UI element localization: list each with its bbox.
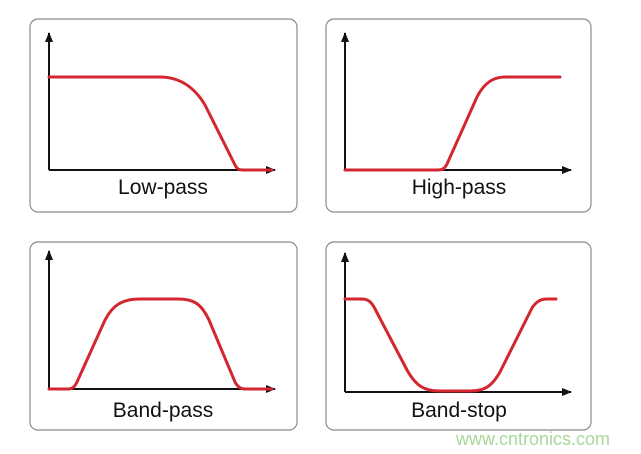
band-stop-label: Band-stop [411, 399, 507, 422]
high-pass-curve [343, 75, 562, 172]
low-pass-label: Low-pass [118, 176, 208, 199]
high-pass-label: High-pass [412, 176, 507, 199]
band-pass-label: Band-pass [113, 399, 213, 422]
panel-border [29, 18, 298, 213]
high-pass-panel: High-pass [325, 18, 592, 213]
low-pass-panel: Low-pass [29, 18, 298, 213]
low-pass-curve [47, 75, 274, 172]
band-stop-panel: Band-stop [325, 241, 592, 431]
panel-border [325, 18, 592, 213]
watermark: www.cntronics.com [455, 429, 610, 449]
band-stop-curve [343, 297, 558, 393]
panel-border [325, 241, 592, 431]
panel-border [29, 241, 298, 431]
band-pass-curve [47, 297, 274, 391]
band-pass-panel: Band-pass [29, 241, 298, 431]
